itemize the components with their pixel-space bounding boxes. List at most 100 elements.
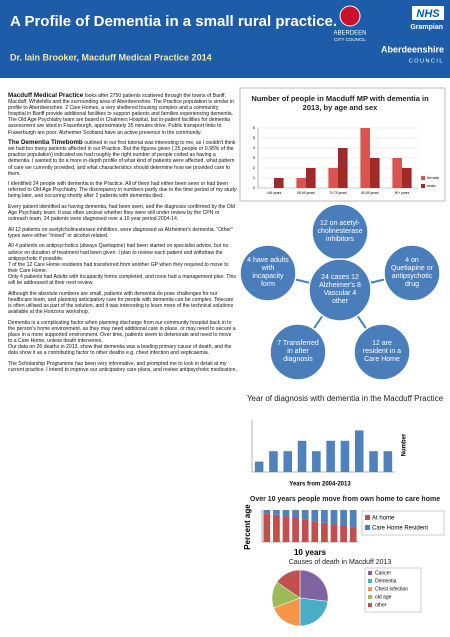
- bar: [306, 168, 316, 188]
- axis-label: 10 years: [294, 548, 327, 557]
- bar-segment: [349, 510, 357, 528]
- bar: [338, 148, 348, 188]
- legend-label: Chest infection: [375, 586, 408, 592]
- diagram-label: 4 on Quetiapine or antipsychotic drug: [390, 256, 433, 288]
- bar-segment: [263, 510, 271, 514]
- subtitle: Dr. Iain Brooker, Macduff Medical Practi…: [10, 52, 212, 62]
- bar: [383, 451, 393, 472]
- lead: Macduff Medical Practice: [8, 92, 84, 99]
- legend-label: other: [375, 602, 387, 608]
- diagram-circle: [383, 244, 441, 302]
- diagram-label: 12 are resident in a Care Home: [362, 339, 402, 363]
- pie-slice: [276, 569, 301, 599]
- legend-swatch: [368, 595, 372, 599]
- bar-segment: [301, 519, 309, 542]
- legend-label: male: [427, 183, 436, 188]
- paragraph: Dementia is a complicating factor when p…: [8, 320, 237, 357]
- x-tick-label: 70-79 years: [329, 191, 347, 195]
- bar-segment: [282, 510, 290, 517]
- legend-swatch: [421, 184, 425, 188]
- legend-label: Cancer: [375, 570, 391, 576]
- diagram-label: 24 cases 12 Alzheimer's 8 Vascular 4 oth…: [319, 273, 361, 305]
- paragraph: All 12 patients on acetylcholinesterase …: [8, 227, 237, 239]
- legend-box: [364, 567, 422, 613]
- paragraph: The Dementia Timebomb outlined in our fi…: [8, 140, 237, 177]
- y-tick-label: 2: [253, 165, 256, 170]
- logo-text: NHS: [416, 8, 440, 20]
- paragraph-text: looks after 2750 patients scattered thro…: [8, 93, 234, 136]
- body-text: Macduff Medical Practice looks after 275…: [8, 92, 237, 377]
- bar: [392, 158, 402, 188]
- bar: [370, 158, 380, 188]
- chart-title: Causes of death in Macduff 2013: [288, 559, 392, 566]
- bar-segment: [292, 518, 299, 542]
- paragraph: Macduff Medical Practice looks after 275…: [8, 92, 237, 136]
- legend-label: female: [427, 175, 440, 180]
- paragraph-text: All 4 patients on antipsychotics (always…: [8, 243, 236, 287]
- chart-title: Number of people in Macduff MP with deme…: [251, 94, 429, 112]
- legend-label: At home: [372, 516, 395, 522]
- bar: [312, 451, 321, 472]
- header-band: [0, 0, 450, 78]
- paragraph-text: Dementia is a complicating factor when p…: [8, 319, 236, 356]
- paragraph: I identified 24 people with dementia in …: [8, 181, 237, 199]
- bar: [354, 430, 364, 472]
- y-tick-label: 5: [253, 135, 256, 140]
- bar: [283, 451, 293, 472]
- logo-text: Grampian: [410, 24, 443, 31]
- paragraph: The Scholarship Programme has been very …: [8, 361, 237, 373]
- legend-swatch: [365, 525, 370, 530]
- bar: [254, 461, 264, 472]
- x-tick-label: <65 years: [267, 191, 282, 195]
- paragraph-text: outlined in our first tutorial was inter…: [8, 140, 236, 177]
- axis-label: Years from 2004-2013: [289, 482, 351, 488]
- bar-segment: [263, 513, 271, 542]
- bar-segment: [330, 510, 338, 525]
- logo-text: CITY COUNCIL: [334, 37, 366, 42]
- y-tick-label: 4: [253, 145, 256, 150]
- bar: [369, 451, 378, 472]
- y-tick-label: 1: [253, 175, 256, 180]
- legend-box: [361, 510, 445, 536]
- diagram-circle: [308, 258, 372, 322]
- paragraph: All 4 patients on antipsychotics (always…: [8, 243, 237, 286]
- bar: [328, 168, 338, 188]
- logo-text: COUNCIL: [409, 58, 444, 64]
- legend-label: Care Home Resident: [372, 526, 428, 532]
- bar: [402, 168, 412, 188]
- paragraph: Every patient identified as having demen…: [8, 204, 237, 222]
- pie-slice: [299, 569, 329, 602]
- bar: [340, 440, 350, 472]
- logo-text: Aberdeenshire: [381, 44, 444, 54]
- bar-segment: [330, 524, 338, 542]
- chart-title: Over 10 years people move from own home …: [249, 496, 441, 503]
- bar: [296, 178, 306, 188]
- pie-slice: [299, 597, 329, 627]
- bar-segment: [273, 514, 280, 542]
- bar: [326, 440, 335, 472]
- x-tick-label: 90+ years: [395, 191, 410, 195]
- paragraph: Although the absolute numbers are small,…: [8, 291, 237, 315]
- x-tick-label: 65-69 years: [297, 191, 315, 195]
- nhs-box: [412, 6, 444, 20]
- bar: [297, 440, 307, 472]
- bar-segment: [340, 510, 347, 526]
- diagram-label: 12 on acetyl-cholinesterase inhibitors: [317, 219, 363, 243]
- legend-label: Dementia: [375, 578, 397, 584]
- bar-segment: [311, 521, 319, 542]
- axis-label: Percent age: [243, 504, 252, 550]
- axis-label: Number: [402, 433, 408, 456]
- x-tick-label: 80-89 years: [361, 191, 379, 195]
- bar-segment: [282, 516, 290, 542]
- diagram-label: 7 Transferred in after diagnosis: [277, 339, 319, 363]
- bar-segment: [301, 510, 309, 520]
- bar-segment: [340, 526, 347, 542]
- paragraph-text: Every patient identified as having demen…: [8, 204, 235, 223]
- diagram-circle: [239, 244, 297, 302]
- diagram-label: 4 have adults with incapacity form: [247, 256, 289, 288]
- lead: The Dementia Timebomb: [8, 139, 83, 147]
- diagram-circle: [353, 323, 411, 381]
- bar-segment: [273, 510, 280, 515]
- paragraph-text: The Scholarship Programme has been very …: [8, 360, 237, 373]
